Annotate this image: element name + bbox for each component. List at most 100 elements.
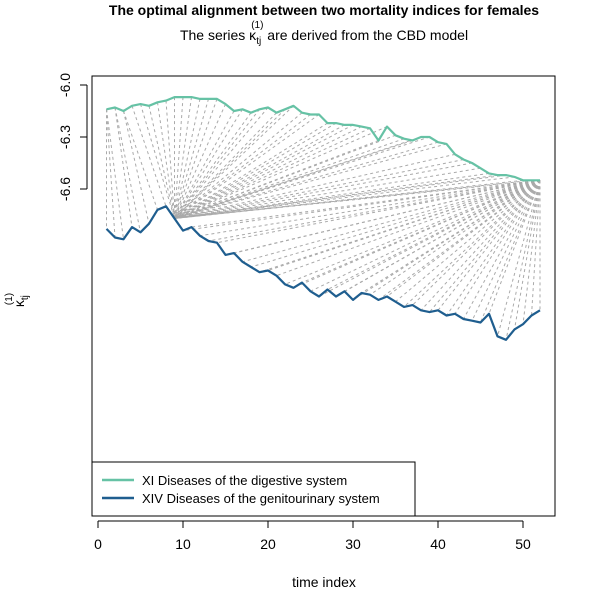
alignment-connector — [174, 108, 286, 219]
alignment-connector — [174, 103, 226, 219]
alignment-connector — [420, 179, 541, 311]
alignment-connector — [123, 110, 158, 210]
legend: XI Diseases of the digestive system XIV … — [91, 461, 416, 517]
y-tick-label: -6.0 — [57, 73, 73, 97]
alignment-connector — [386, 179, 541, 297]
legend-label-genitourinary: XIV Diseases of the genitourinary system — [142, 491, 380, 506]
alignment-connector — [429, 180, 541, 313]
alignment-connector — [471, 180, 541, 321]
x-tick-label: 50 — [515, 536, 531, 552]
alignment-connector — [174, 134, 396, 219]
alignment-connector — [174, 179, 524, 219]
alignment-connector — [276, 179, 541, 277]
alignment-connector — [174, 174, 498, 219]
alignment-connector — [403, 179, 541, 308]
alignment-connector — [174, 107, 269, 219]
alignment-connector — [174, 138, 405, 219]
alignment-connector — [174, 143, 447, 219]
alignment-connector — [327, 179, 541, 290]
alignment-connector — [437, 180, 541, 311]
alignment-connector — [454, 180, 541, 315]
subtitle-suffix: are derived from the CBD model — [263, 27, 468, 43]
x-tick-label: 10 — [175, 536, 191, 552]
alignment-connector — [114, 107, 133, 228]
alignment-connector — [174, 174, 507, 219]
alignment-connector — [174, 141, 439, 219]
alignment-connector — [174, 98, 201, 219]
alignment-connector — [174, 108, 260, 219]
legend-box — [91, 461, 416, 517]
alignment-connector — [174, 122, 337, 219]
alignment-connector — [174, 126, 388, 219]
alignment-connector — [310, 179, 541, 292]
alignment-connector — [174, 167, 481, 219]
alignment-connector — [174, 122, 328, 219]
alignment-connector — [106, 109, 124, 240]
x-axis: 0 10 20 30 40 50 — [94, 520, 531, 552]
chart-title: The optimal alignment between two mortal… — [109, 2, 539, 18]
subtitle-prefix: The series κ — [180, 27, 257, 43]
alignment-connector — [174, 112, 252, 219]
alignment-connectors — [106, 97, 541, 340]
alignment-connector — [250, 179, 541, 268]
x-tick-label: 40 — [430, 536, 446, 552]
alignment-connector — [174, 139, 379, 219]
alignment-connector — [301, 179, 541, 284]
alignment-connector — [395, 179, 541, 303]
alignment-connector — [522, 180, 541, 325]
alignment-connector — [148, 105, 175, 219]
alignment-connector — [208, 179, 541, 242]
y-axis-label: κtj (1) — [4, 293, 31, 307]
alignment-connector — [463, 180, 541, 320]
alignment-connector — [106, 109, 116, 238]
alignment-connector — [174, 112, 277, 219]
alignment-connector — [174, 124, 354, 219]
alignment-connector — [174, 162, 473, 219]
alignment-connector — [242, 179, 541, 263]
alignment-connector — [293, 179, 541, 289]
alignment-connector — [531, 180, 541, 316]
legend-label-digestive: XI Diseases of the digestive system — [142, 473, 347, 488]
y-tick-label: -6.3 — [57, 125, 73, 149]
y-axis: -6.0 -6.3 -6.6 — [57, 73, 88, 201]
alignment-connector — [123, 110, 150, 224]
svg-text:κtj(1): κtj (1) — [4, 293, 31, 307]
alignment-connector — [174, 114, 311, 219]
series-line-genitourinary — [105, 205, 541, 341]
y-axis-label-subscript: tj — [20, 295, 31, 300]
alignment-connector — [216, 179, 541, 244]
x-axis-label: time index — [292, 574, 356, 590]
alignment-connector — [174, 97, 192, 219]
x-tick-label: 30 — [345, 536, 361, 552]
alignment-connector — [369, 179, 541, 296]
alignment-connector — [191, 179, 541, 228]
alignment-connector — [174, 110, 235, 219]
alignment-connector — [361, 179, 541, 294]
alignment-connector — [284, 179, 541, 285]
alignment-connector — [174, 112, 303, 219]
alignment-connector — [174, 179, 541, 219]
y-axis-label-superscript: (1) — [4, 293, 15, 305]
series-line-digestive — [106, 95, 540, 182]
alignment-connector — [480, 180, 541, 323]
alignment-connector — [140, 103, 175, 219]
x-tick-label: 20 — [260, 536, 276, 552]
alignment-connector — [157, 102, 175, 219]
alignment-connector — [174, 159, 464, 219]
subtitle-superscript: (1) — [251, 20, 263, 31]
y-axis-label-symbol: κ — [11, 299, 27, 307]
alignment-connector — [174, 124, 345, 219]
alignment-connector — [174, 126, 362, 219]
alignment-connector — [174, 97, 184, 219]
alignment-connector — [131, 105, 167, 207]
alignment-connector — [514, 180, 541, 330]
alignment-connector — [497, 180, 541, 337]
alignment-connector — [233, 179, 541, 254]
plot-frame — [91, 75, 556, 517]
alignment-connector — [174, 136, 430, 219]
series-layer — [105, 95, 541, 341]
subtitle-subscript: tj — [256, 36, 261, 47]
alignment-connector — [344, 179, 541, 292]
alignment-connector — [174, 98, 209, 219]
